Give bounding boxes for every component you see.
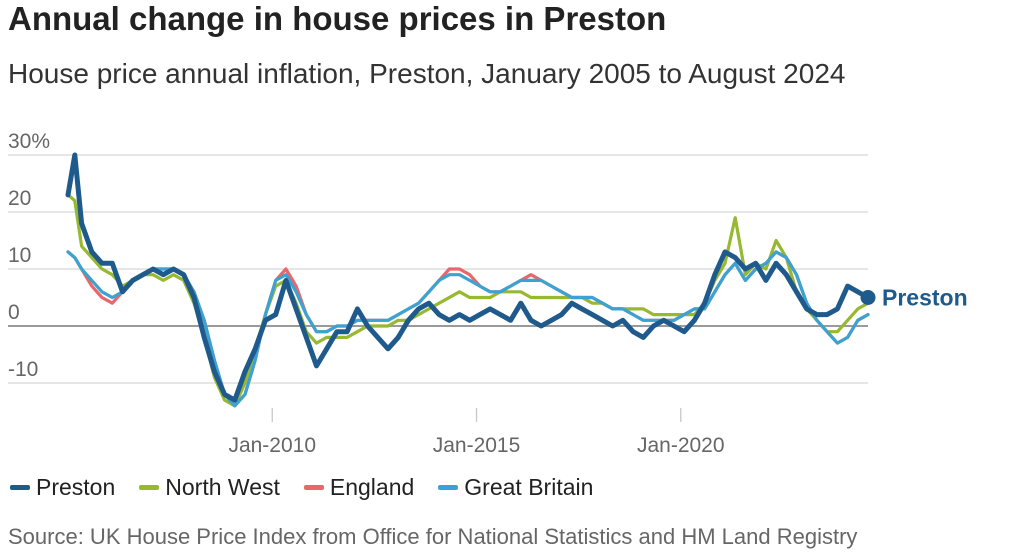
legend-swatch-preston [10,485,30,490]
legend-item-preston: Preston [10,474,115,501]
y-tick-label: -10 [8,358,38,381]
chart-subtitle: House price annual inflation, Preston, J… [8,58,846,89]
x-tick-label: Jan-2015 [433,434,521,457]
series-line-preston [65,152,871,403]
legend-item-north-west: North West [139,474,280,501]
legend-swatch-england [303,485,324,490]
legend-item-england: England [303,474,415,501]
chart-title: Annual change in house prices in Preston [8,0,667,37]
end-point-marker [860,290,876,305]
end-label-group: Preston [860,285,968,311]
y-tick-label: 30% [8,130,50,153]
y-tick-label: 20 [8,187,31,210]
legend-label-england: England [329,474,415,500]
legend-swatch-great-britain [438,485,459,490]
legend-swatch-north-west [139,485,160,490]
source-note: Source: UK House Price Index from Office… [8,524,858,549]
legend-item-great-britain: Great Britain [438,474,593,501]
x-ticks: Jan-2010 Jan-2015 Jan-2020 [228,408,725,457]
end-label: Preston [882,285,968,311]
series-lines [65,152,871,408]
legend-label-preston: Preston [36,474,116,500]
x-tick-label: Jan-2020 [637,434,725,457]
y-tick-label: 0 [8,301,20,324]
x-tick-label: Jan-2010 [228,434,316,457]
gridlines [8,154,868,384]
legend: Preston North West England Great Britain [10,474,593,501]
y-tick-labels: 30% 20 10 0 -10 [8,130,50,381]
chart-svg: 30% 20 10 0 -10 Jan-2010 Jan-2015 Jan-2020 Pre… [8,130,968,457]
legend-label-great-britain: Great Britain [464,474,594,500]
y-tick-label: 10 [8,244,31,267]
legend-label-north-west: North West [165,474,280,500]
series-line-north-west [66,193,870,408]
